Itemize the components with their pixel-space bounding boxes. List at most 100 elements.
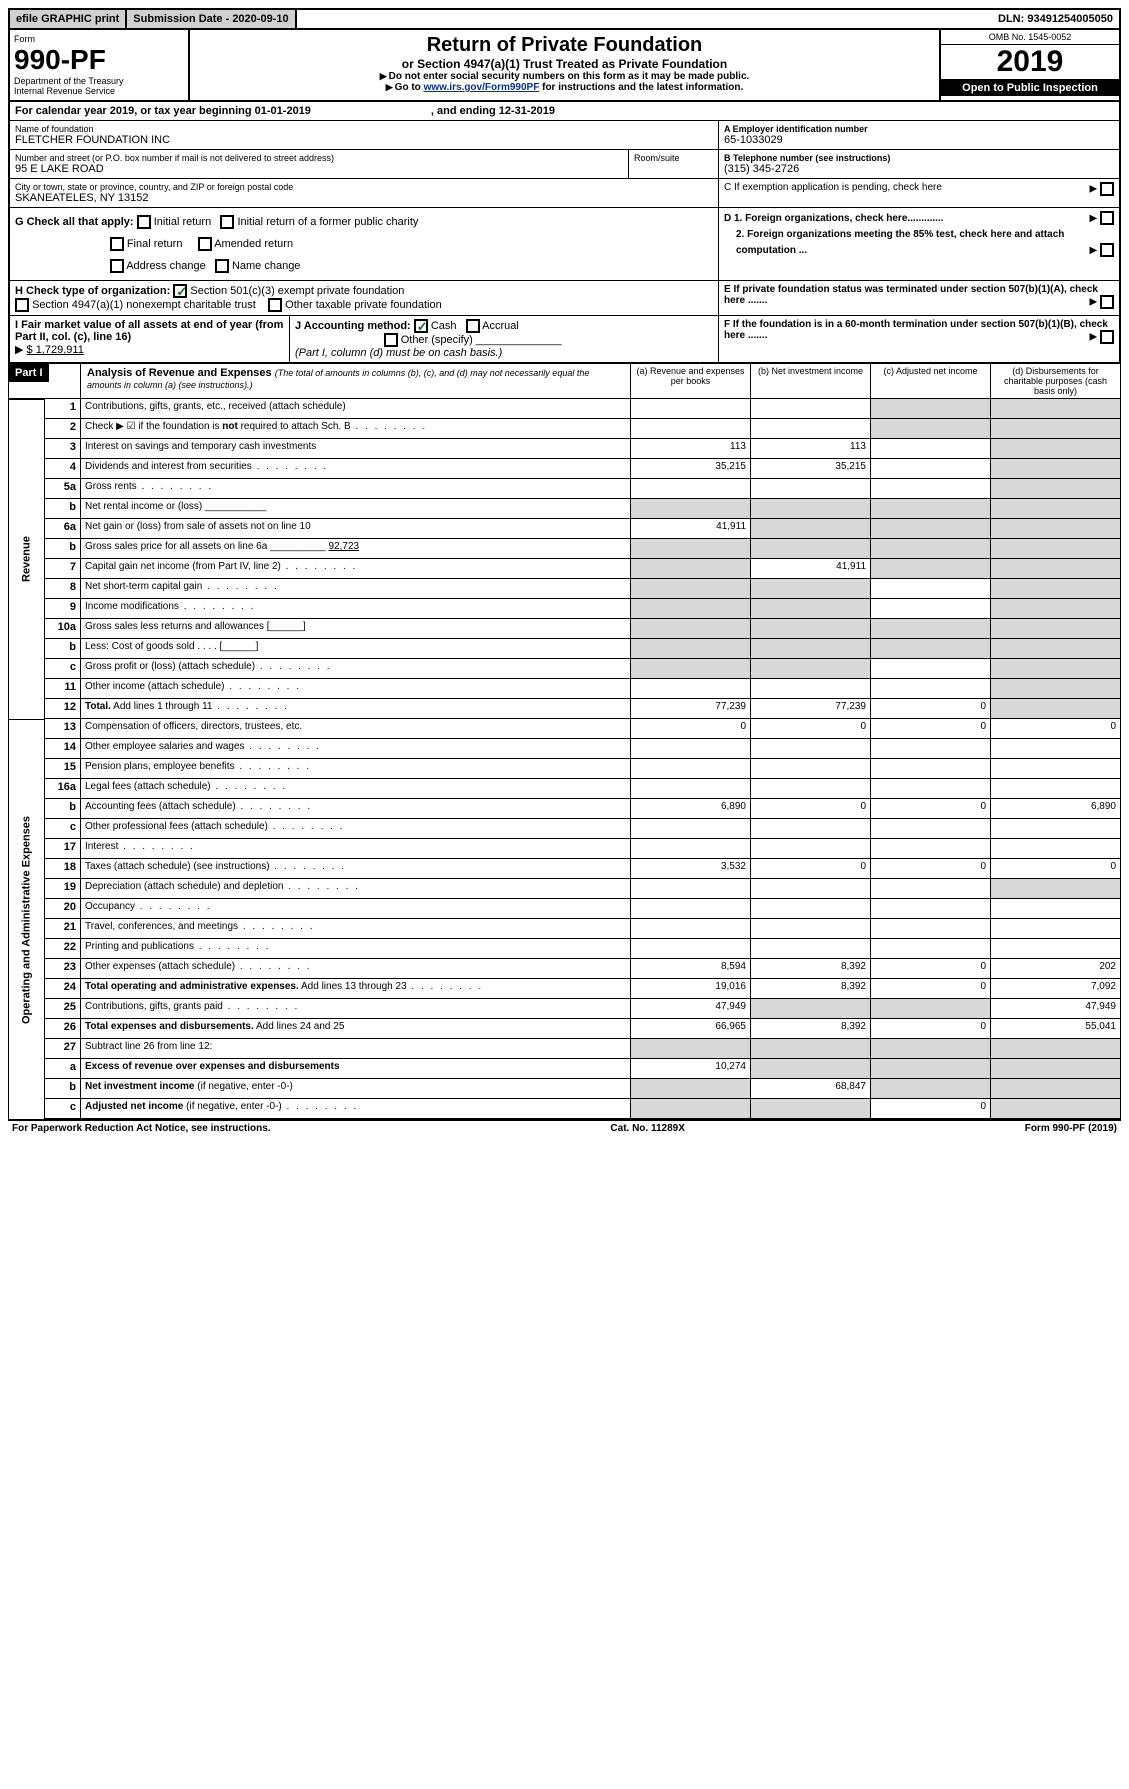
g-initial-former[interactable] [220,215,234,229]
table-row: b Accounting fees (attach schedule) 6,89… [44,799,1121,819]
cell-shaded [991,659,1121,679]
f-label: F If the foundation is in a 60-month ter… [724,319,1108,341]
cell-shaded [991,879,1121,899]
cell-shaded [751,619,871,639]
g-initial-lbl: Initial return [154,216,211,228]
cell-shaded [991,439,1121,459]
row-num: 7 [45,559,81,579]
phone-label: B Telephone number (see instructions) [724,153,1114,163]
open-public: Open to Public Inspection [941,80,1119,96]
f-checkbox[interactable] [1100,330,1114,344]
cell-shaded [631,579,751,599]
row-num: 10a [45,619,81,639]
phone-value: (315) 345-2726 [724,163,1114,175]
part1-title: Analysis of Revenue and Expenses [87,367,272,379]
cell-value: 8,392 [751,959,871,979]
h-501c3-checkbox[interactable] [173,284,187,298]
cell-shaded [751,1039,871,1059]
h-4947-checkbox[interactable] [15,298,29,312]
table-row: 8 Net short-term capital gain [44,579,1121,599]
instr-2: Go to www.irs.gov/Form990PF for instruct… [198,82,931,93]
cell-shaded [871,499,991,519]
cell-value: 8,392 [751,1019,871,1039]
row-desc: Interest [81,839,631,859]
g-addrchg[interactable] [110,259,124,273]
cell-value [751,739,871,759]
e-checkbox[interactable] [1100,295,1114,309]
j-other-checkbox[interactable] [384,333,398,347]
form-link[interactable]: www.irs.gov/Form990PF [424,82,540,93]
cell-shaded [991,679,1121,699]
cell-value: 68,847 [751,1079,871,1099]
table-row: a Excess of revenue over expenses and di… [44,1059,1121,1079]
cell-value [751,779,871,799]
cell-value [871,939,991,959]
form-title: Return of Private Foundation [198,34,931,57]
cell-value: 41,911 [631,519,751,539]
cell-value [631,839,751,859]
j-accrual-checkbox[interactable] [466,319,480,333]
row-desc: Income modifications [81,599,631,619]
row-desc: Total. Add lines 1 through 11 [81,699,631,719]
row-num: 14 [45,739,81,759]
g-amended[interactable] [198,237,212,251]
table-row: 12 Total. Add lines 1 through 11 77,2397… [44,699,1121,719]
cell-value [871,759,991,779]
row-num: 23 [45,959,81,979]
cell-shaded [991,699,1121,719]
cell-value [751,679,871,699]
c-checkbox[interactable] [1100,182,1114,196]
cell-shaded [871,559,991,579]
j-cash-checkbox[interactable] [414,319,428,333]
j-accrual-lbl: Accrual [482,320,519,332]
table-row: b Gross sales price for all assets on li… [44,539,1121,559]
g-final[interactable] [110,237,124,251]
cell-shaded [871,999,991,1019]
g-initial[interactable] [137,215,151,229]
cell-shaded [751,659,871,679]
cell-shaded [871,539,991,559]
d2-checkbox[interactable] [1100,243,1114,257]
cell-shaded [631,499,751,519]
row-desc: Printing and publications [81,939,631,959]
ein-label: A Employer identification number [724,124,1114,134]
cell-value: 8,392 [751,979,871,999]
e-label: E If private foundation status was termi… [724,284,1098,306]
cell-value [991,779,1121,799]
g-label: G Check all that apply: [15,216,134,228]
cell-shaded [751,1059,871,1079]
table-row: 2 Check ▶ ☑ if the foundation is not req… [44,419,1121,439]
g-namechg[interactable] [215,259,229,273]
ein-value: 65-1033029 [724,134,1114,146]
footer-right: Form 990-PF (2019) [1025,1123,1117,1134]
row-desc: Contributions, gifts, grants paid [81,999,631,1019]
cell-shaded [991,1079,1121,1099]
row-desc: Occupancy [81,899,631,919]
row-desc: Accounting fees (attach schedule) [81,799,631,819]
i-label: I Fair market value of all assets at end… [15,319,283,343]
h-other-checkbox[interactable] [268,298,282,312]
table-row: 11 Other income (attach schedule) [44,679,1121,699]
row-desc: Pension plans, employee benefits [81,759,631,779]
row-desc: Other income (attach schedule) [81,679,631,699]
d1-checkbox[interactable] [1100,211,1114,225]
table-row: 22 Printing and publications [44,939,1121,959]
cell-value: 35,215 [631,459,751,479]
j-note: (Part I, column (d) must be on cash basi… [295,347,502,359]
row-num: 9 [45,599,81,619]
h-label: H Check type of organization: [15,285,170,297]
topbar: efile GRAPHIC print Submission Date - 20… [8,8,1121,30]
row-num: c [45,819,81,839]
table-row: 23 Other expenses (attach schedule) 8,59… [44,959,1121,979]
table-row: c Gross profit or (loss) (attach schedul… [44,659,1121,679]
i-value: $ 1,729,911 [27,344,84,356]
table-row: 15 Pension plans, employee benefits [44,759,1121,779]
cal-begin: For calendar year 2019, or tax year begi… [15,105,311,117]
g-former-lbl: Initial return of a former public charit… [237,216,418,228]
row-desc: Net gain or (loss) from sale of assets n… [81,519,631,539]
row-num: 3 [45,439,81,459]
cell-value [631,399,751,419]
cal-end: , and ending 12-31-2019 [431,105,555,117]
cell-value [991,919,1121,939]
cell-value [631,819,751,839]
